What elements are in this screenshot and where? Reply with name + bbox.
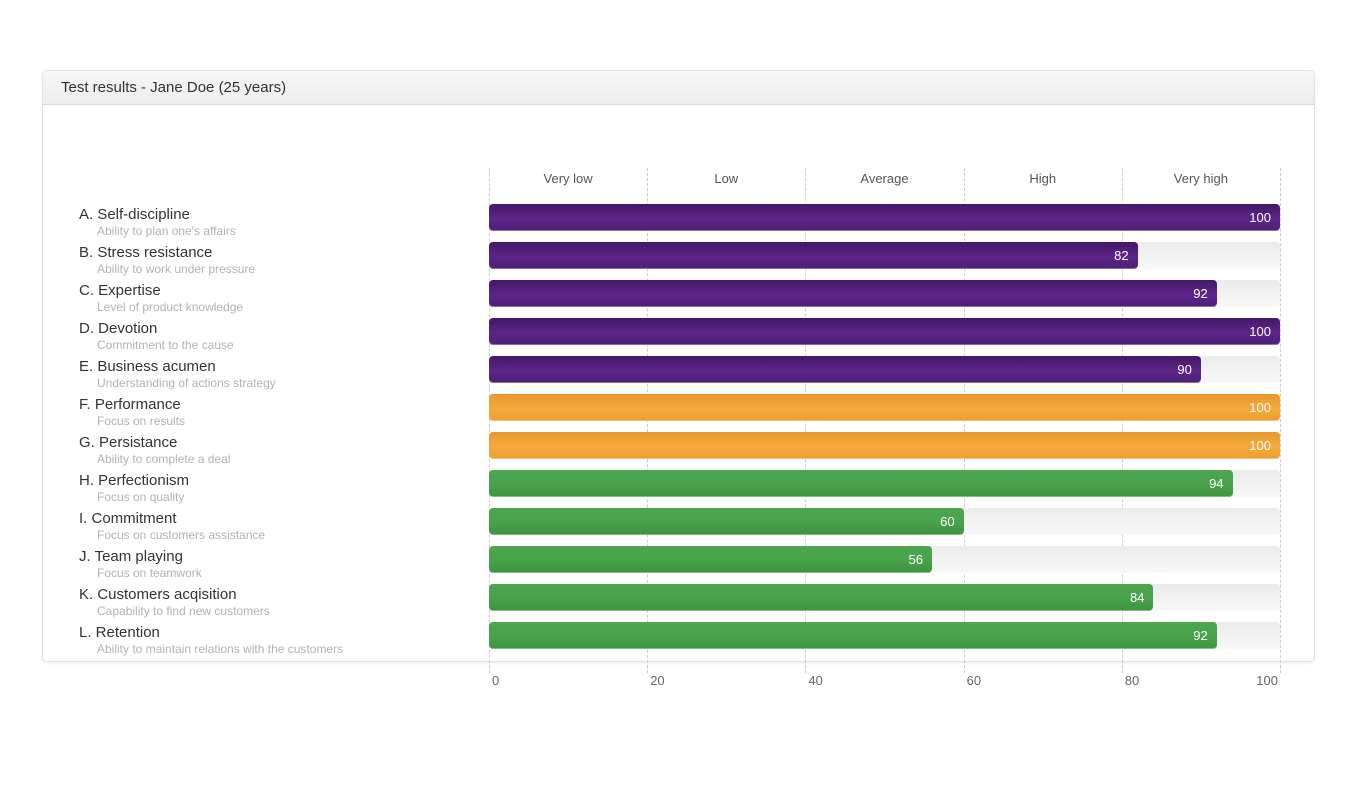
row-title-J: J. Team playing	[79, 548, 183, 565]
bar-track-A: 100	[489, 204, 1280, 231]
row-label-K: K. Customers acqisition Capability to fin…	[79, 585, 270, 619]
row-title-A: A. Self-discipline	[79, 206, 190, 223]
row-label-A: A. Self-discipline Ability to plan one's …	[79, 205, 236, 239]
row-title-B: B. Stress resistance	[79, 244, 213, 261]
row-label-E: E. Business acumen Understanding of actio…	[79, 357, 276, 391]
row-description-G: Ability to complete a deal	[97, 452, 231, 466]
row-description-L: Ability to maintain relations with the c…	[97, 642, 344, 656]
bar-J[interactable]: 56	[489, 546, 932, 573]
bar-value-D: 100	[1249, 324, 1271, 339]
row-title-I: I. Commitment	[79, 510, 177, 527]
zone-label-high: High	[1029, 171, 1057, 186]
x-tick-40: 40	[808, 673, 823, 688]
bar-track-J: 56	[489, 546, 1280, 573]
bar-H[interactable]: 94	[489, 470, 1233, 497]
bar-track-D: 100	[489, 318, 1280, 345]
row-label-I: I. Commitment Focus on customers assistan…	[79, 509, 265, 543]
bar-value-E: 90	[1177, 362, 1192, 377]
zone-label-average: Average	[860, 171, 909, 186]
row-title-F: F. Performance	[79, 396, 181, 413]
bar-value-F: 100	[1249, 400, 1271, 415]
row-description-A: Ability to plan one's affairs	[97, 224, 236, 238]
bar-track-F: 100	[489, 394, 1280, 421]
bar-K[interactable]: 84	[489, 584, 1154, 611]
bar-L[interactable]: 92	[489, 622, 1217, 649]
row-description-D: Commitment to the cause	[97, 338, 234, 352]
bar-E[interactable]: 90	[489, 356, 1201, 383]
bar-track-B: 82	[489, 242, 1280, 269]
row-title-L: L. Retention	[79, 624, 160, 641]
panel-header: Test results - Jane Doe (25 years)	[43, 71, 1314, 105]
row-description-K: Capability to find new customers	[97, 604, 270, 618]
row-description-E: Understanding of actions strategy	[97, 376, 276, 390]
x-tick-20: 20	[650, 673, 665, 688]
bar-G[interactable]: 100	[489, 432, 1280, 459]
row-title-G: G. Persistance	[79, 434, 178, 451]
panel-title: Test results - Jane Doe (25 years)	[61, 79, 287, 96]
zone-label-low: Low	[714, 171, 739, 186]
row-label-J: J. Team playing Focus on teamwork	[79, 547, 202, 581]
bar-value-C: 92	[1193, 286, 1208, 301]
x-tick-0: 0	[492, 673, 500, 688]
x-tick-100: 100	[1256, 673, 1278, 688]
gridline-0	[489, 168, 490, 673]
row-description-C: Level of product knowledge	[97, 300, 244, 314]
bar-track-L: 92	[489, 622, 1280, 649]
gridline-100	[1280, 168, 1281, 673]
row-label-D: D. Devotion Commitment to the cause	[79, 319, 234, 353]
zone-label-very-high: Very high	[1173, 171, 1228, 186]
row-description-B: Ability to work under pressure	[97, 262, 256, 276]
bar-track-E: 90	[489, 356, 1280, 383]
zone-label-very-low: Very low	[543, 171, 593, 186]
row-label-C: C. Expertise Level of product knowledge	[79, 281, 243, 315]
bar-track-G: 100	[489, 432, 1280, 459]
row-label-B: B. Stress resistance Ability to work unde…	[79, 243, 255, 277]
bar-C[interactable]: 92	[489, 280, 1217, 307]
row-description-I: Focus on customers assistance	[97, 528, 266, 542]
row-label-F: F. Performance Focus on results	[79, 395, 185, 429]
bar-track-C: 92	[489, 280, 1280, 307]
bar-value-H: 94	[1209, 476, 1224, 491]
bar-chart: Very low Low Average High Very high A. Self-d…	[43, 105, 1314, 688]
bar-A[interactable]: 100	[489, 204, 1280, 231]
test-results-panel: Test results - Jane Doe (25 years) Very …	[42, 70, 1315, 688]
bar-D[interactable]: 100	[489, 318, 1280, 345]
row-title-H: H. Perfectionism	[79, 472, 190, 489]
bar-track-K: 84	[489, 584, 1280, 611]
x-tick-60: 60	[966, 673, 982, 688]
row-description-F: Focus on results	[97, 414, 186, 428]
bar-value-B: 82	[1114, 248, 1129, 263]
row-description-H: Focus on quality	[97, 490, 185, 504]
bar-F[interactable]: 100	[489, 394, 1280, 421]
row-label-H: H. Perfectionism Focus on quality	[79, 471, 189, 505]
bar-I[interactable]: 60	[489, 508, 964, 535]
bar-value-I: 60	[940, 514, 955, 529]
row-title-E: E. Business acumen	[79, 358, 216, 375]
bar-B[interactable]: 82	[489, 242, 1138, 269]
bar-value-J: 56	[908, 552, 923, 567]
bar-track-I: 60	[489, 508, 1280, 535]
bar-value-K: 84	[1129, 590, 1145, 605]
row-title-K: K. Customers acqisition	[79, 586, 237, 603]
row-label-G: G. Persistance Ability to complete a deal	[79, 433, 230, 467]
row-title-C: C. Expertise	[79, 282, 161, 299]
row-title-D: D. Devotion	[79, 320, 158, 337]
bar-track-H: 94	[489, 470, 1280, 497]
x-tick-80: 80	[1124, 673, 1140, 688]
bar-value-L: 92	[1193, 628, 1208, 643]
row-label-L: L. Retention Ability to maintain relation…	[79, 623, 343, 657]
row-description-J: Focus on teamwork	[97, 566, 202, 580]
bar-value-A: 100	[1249, 210, 1271, 225]
bar-value-G: 100	[1249, 438, 1271, 453]
